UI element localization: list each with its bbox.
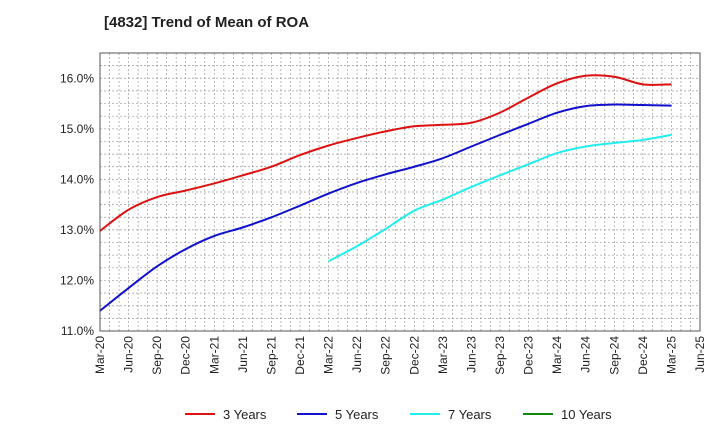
x-tick-label: Mar-25: [664, 336, 678, 374]
x-tick-labels: Mar-20 Jun-20 Sep-20 Dec-20 Mar-21 Jun-21 Sep-…: [93, 336, 707, 375]
plot-frame: [99, 52, 701, 332]
x-tick-label: Jun-22: [350, 336, 364, 373]
chart-title: [4832] Trend of Mean of ROA: [104, 14, 310, 31]
y-tick-labels: 11.0% 12.0% 13.0% 14.0% 15.0% 16.0%: [60, 71, 94, 338]
legend-label: 3 Years: [223, 407, 267, 422]
x-tick-label: Jun-20: [122, 336, 136, 373]
x-tick-label: Dec-22: [407, 336, 421, 375]
x-tick-label: Dec-24: [636, 336, 650, 375]
x-tick-label: Dec-21: [293, 336, 307, 375]
legend-label: 7 Years: [448, 407, 492, 422]
series-line-7-years: [328, 133, 672, 263]
x-tick-label: Jun-21: [236, 336, 250, 373]
x-tick-label: Jun-23: [464, 336, 478, 373]
x-tick-label: Jun-25: [693, 336, 707, 373]
x-tick-label: Jun-24: [579, 336, 593, 373]
legend-label: 5 Years: [335, 407, 379, 422]
series-layer: [99, 74, 672, 312]
x-tick-label: Sep-20: [150, 336, 164, 375]
x-tick-label: Dec-23: [522, 336, 536, 375]
y-tick-label: 12.0%: [60, 273, 94, 287]
y-tick-label: 11.0%: [61, 324, 94, 338]
y-tick-label: 14.0%: [60, 172, 94, 186]
legend: 3 Years 5 Years 7 Years 10 Years: [185, 407, 612, 422]
x-tick-label: Mar-22: [322, 336, 336, 374]
grid-layer: [100, 53, 700, 331]
legend-label: 10 Years: [561, 407, 612, 422]
x-tick-label: Mar-24: [550, 336, 564, 374]
x-tick-label: Mar-23: [436, 336, 450, 374]
y-tick-label: 13.0%: [60, 223, 94, 237]
y-tick-label: 15.0%: [60, 122, 94, 136]
x-tick-label: Mar-21: [207, 336, 221, 374]
x-tick-label: Sep-23: [493, 336, 507, 375]
x-tick-label: Sep-22: [379, 336, 393, 375]
series-line-5-years: [99, 103, 672, 312]
series-line-3-years: [99, 74, 672, 232]
y-tick-label: 16.0%: [60, 71, 94, 85]
x-tick-label: Sep-21: [264, 336, 278, 375]
x-tick-label: Mar-20: [93, 336, 107, 374]
x-tick-label: Dec-20: [179, 336, 193, 375]
x-tick-label: Sep-24: [607, 336, 621, 375]
